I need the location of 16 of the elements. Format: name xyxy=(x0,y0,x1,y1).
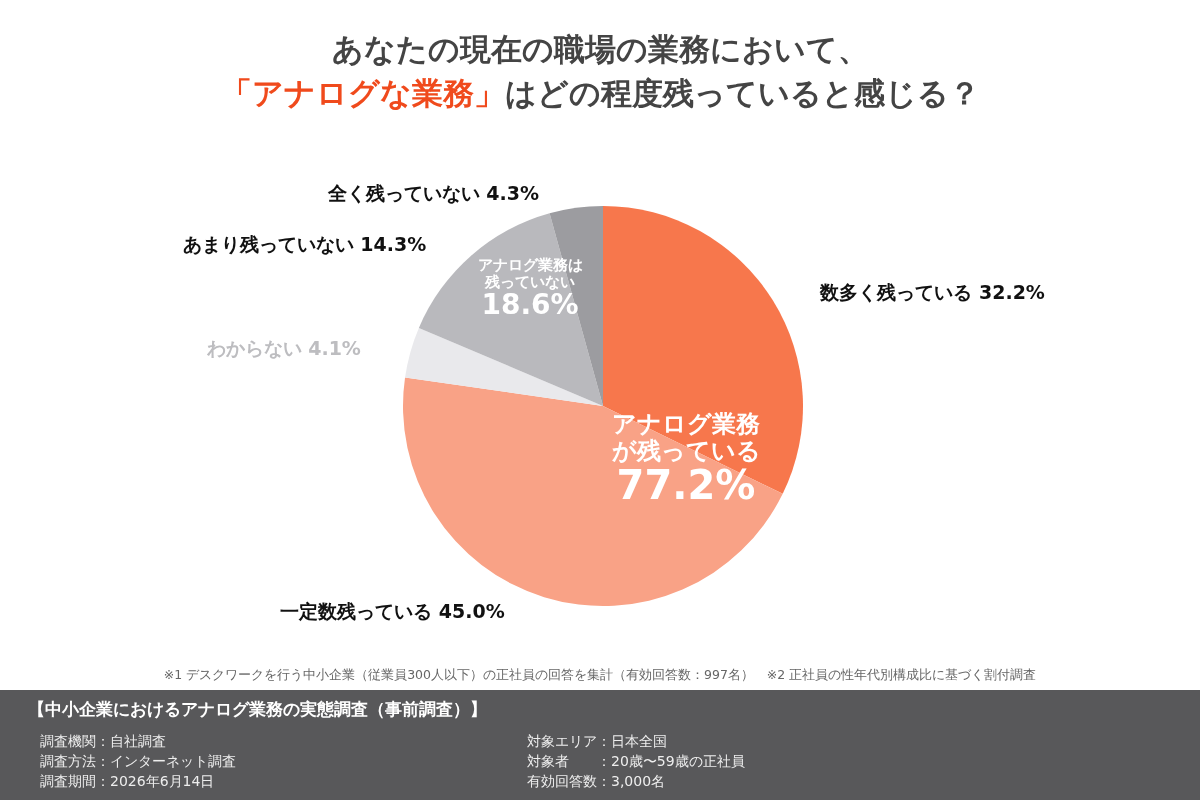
slice-label: わからない 4.1% xyxy=(205,337,361,360)
text: ※1 デスクワークを行う中小企業（従業員300人以下）の正社員の回答を集計（有効回答数：997名） ※2 正社員の性年代別構成比に基づく割付調査 xyxy=(163,667,1037,682)
slice-label: 全く残っていない 4.3% xyxy=(326,181,540,204)
text: 【中小企業におけるアナログ業務の実態調査（事前調査）】 xyxy=(28,698,487,719)
chart-subtitle: 「アナログな業務」はどの程度残っていると感じる？ xyxy=(220,75,980,111)
text: 有効回答数：3,000名 xyxy=(527,773,666,789)
text: 対象者 ：20歳〜59歳の正社員 xyxy=(527,753,745,769)
text: 調査方法：インターネット調査 xyxy=(40,753,236,769)
text: 対象エリア：日本全国 xyxy=(527,733,667,749)
text: 調査機関：自社調査 xyxy=(40,733,166,749)
slice-label: あまり残っていない 14.3% xyxy=(182,233,427,256)
chart-title: あなたの現在の職場の業務において、 xyxy=(331,31,869,67)
slice-label: 一定数残っている 45.0% xyxy=(280,600,505,623)
text: 調査期間：2026年6月14日 xyxy=(40,773,215,789)
text: アナログ業務は残っていない xyxy=(477,255,583,291)
slice-label: 数多く残っている 32.2% xyxy=(819,281,1045,304)
